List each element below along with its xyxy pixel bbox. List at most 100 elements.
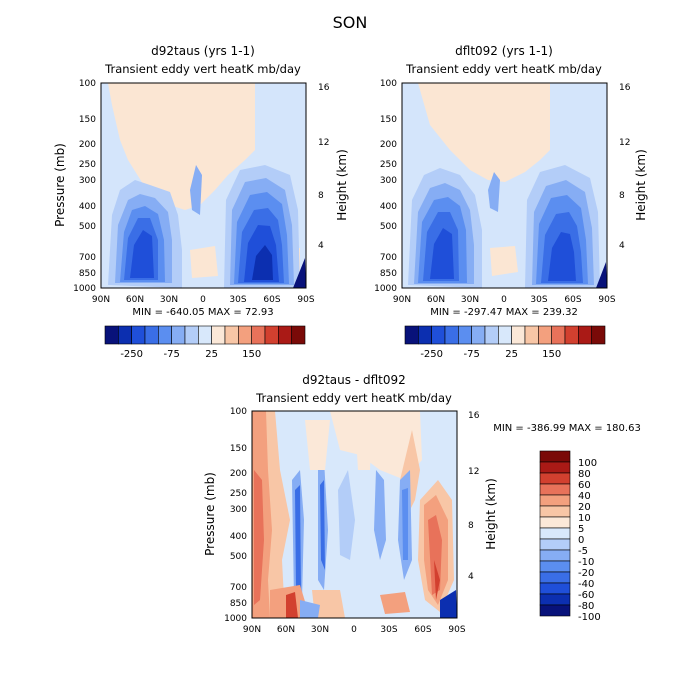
colorbar-3-swatch	[539, 571, 571, 584]
p2-rtick-8: 8	[619, 191, 625, 201]
p1-xtick-30S: 30S	[229, 295, 246, 305]
p1-xtick-0: 0	[200, 295, 206, 305]
p2-ytick-1000: 1000	[374, 284, 397, 294]
p3-xtick-90S: 90S	[448, 625, 465, 635]
colorbar-1-swatch	[118, 325, 132, 345]
p3-xtick-30S: 30S	[380, 625, 397, 635]
figure-title: SON	[333, 13, 368, 32]
p1-ytick-500: 500	[79, 222, 96, 232]
panel-1-title: d92taus (yrs 1-1)	[151, 44, 255, 58]
panel-3-field	[252, 411, 457, 618]
p1-xtick-90S: 90S	[297, 295, 314, 305]
colorbar-2-swatch	[498, 325, 512, 345]
colorbar-3-swatch	[539, 549, 571, 562]
colorbar-2-swatch	[418, 325, 432, 345]
p2-xtick-0: 0	[501, 295, 507, 305]
p2-ytick-200: 200	[380, 140, 397, 150]
p2-ytick-850: 850	[380, 269, 397, 279]
p3-ytick-300: 300	[230, 505, 247, 515]
colorbar-1-label: 25	[205, 349, 218, 360]
colorbar-2-swatch	[404, 325, 419, 345]
panel-2-ylabel2: Height (km)	[634, 149, 648, 220]
panel-3-ylabel2: Height (km)	[484, 478, 498, 549]
colorbar-2-swatch	[431, 325, 446, 345]
p2-ytick-100: 100	[380, 79, 397, 89]
colorbar-3-swatch	[539, 505, 571, 518]
colorbar-2-label: -250	[420, 349, 443, 360]
colorbar-3-swatch	[539, 582, 571, 595]
p1-ytick-850: 850	[79, 269, 96, 279]
panel-2-yticks-right: 16 12 8 4	[619, 83, 631, 251]
p2-xtick-60S: 60S	[564, 295, 581, 305]
colorbar-1-swatch	[131, 325, 146, 345]
colorbar-3-label: 0	[578, 535, 584, 546]
colorbar-2-swatch	[564, 325, 579, 345]
p3-rtick-4: 4	[468, 572, 474, 582]
colorbar-2-swatch	[511, 325, 526, 345]
colorbar-3-swatch	[539, 593, 571, 606]
colorbar-2-swatch	[458, 325, 472, 345]
p2-ytick-700: 700	[380, 253, 397, 263]
panel-1-stats: MIN = -640.05 MAX = 72.93	[132, 307, 273, 318]
colorbar-3-label: -5	[578, 546, 588, 557]
p3-xtick-60N: 60N	[277, 625, 295, 635]
colorbar-3-swatch	[539, 516, 571, 529]
panel-1-yticks: 100 150 200 250 300 400 500 700 850 1000	[73, 79, 96, 294]
p2-rtick-12: 12	[619, 138, 630, 148]
colorbar-2-swatch	[578, 325, 592, 345]
p3-xtick-60S: 60S	[414, 625, 431, 635]
p3-ytick-200: 200	[230, 469, 247, 479]
p3-ytick-400: 400	[230, 532, 247, 542]
panel-3-yticks: 100 150 200 250 300 400 500 700 850 1000	[224, 407, 247, 624]
colorbar-3-label: 100	[578, 458, 597, 469]
colorbar-2-label: 25	[505, 349, 518, 360]
colorbar-2-swatch	[591, 325, 606, 345]
p2-ytick-400: 400	[380, 202, 397, 212]
p1-ytick-400: 400	[79, 202, 96, 212]
p3-xtick-0: 0	[351, 625, 357, 635]
colorbar-3-label: 80	[578, 469, 591, 480]
colorbar-2-swatch	[551, 325, 566, 345]
colorbar-3-swatch	[539, 560, 571, 573]
colorbar-3-swatch	[539, 527, 571, 540]
p1-rtick-16: 16	[318, 83, 330, 93]
colorbar-2-label: 150	[542, 349, 561, 360]
p1-ytick-100: 100	[79, 79, 96, 89]
p1-ytick-1000: 1000	[73, 284, 96, 294]
p3-ytick-1000: 1000	[224, 614, 247, 624]
colorbar-3-swatch	[539, 450, 571, 463]
p3-rtick-8: 8	[468, 521, 474, 531]
colorbar-3-swatch	[539, 494, 571, 507]
p2-ytick-150: 150	[380, 115, 397, 125]
p2-ytick-300: 300	[380, 176, 397, 186]
colorbar-1-label: -75	[163, 349, 179, 360]
panel-1-yticks-right: 16 12 8 4	[318, 83, 330, 251]
panel-2: dflt092 (yrs 1-1) Transient eddy vert he…	[374, 44, 648, 360]
colorbar-1-swatch	[291, 325, 306, 345]
p2-xtick-90S: 90S	[598, 295, 615, 305]
colorbar-1-swatch	[278, 325, 292, 345]
panel-3: d92taus - dflt092 Transient eddy vert he…	[203, 373, 641, 635]
p1-ytick-150: 150	[79, 115, 96, 125]
colorbar-2-swatch	[484, 325, 499, 345]
p3-ytick-100: 100	[230, 407, 247, 417]
colorbar-2-label: -75	[463, 349, 479, 360]
colorbar-3-label: -60	[578, 590, 594, 601]
colorbar-3-label: 20	[578, 502, 591, 513]
p1-xtick-60S: 60S	[263, 295, 280, 305]
p2-ytick-500: 500	[380, 222, 397, 232]
colorbar-1-label: 150	[242, 349, 261, 360]
p1-rtick-8: 8	[318, 191, 324, 201]
panel-1: d92taus (yrs 1-1) Transient eddy vert he…	[53, 44, 349, 360]
colorbar-1-swatch	[158, 325, 172, 345]
p2-xtick-30S: 30S	[530, 295, 547, 305]
p1-ytick-300: 300	[79, 176, 96, 186]
colorbar-3-label: -100	[578, 612, 601, 623]
p3-xtick-30N: 30N	[311, 625, 329, 635]
panel-3-subtitle: Transient eddy vert heatK mb/day	[255, 391, 452, 405]
p2-xtick-30N: 30N	[461, 295, 479, 305]
panel-2-stats: MIN = -297.47 MAX = 239.32	[430, 307, 578, 318]
panel-2-title: dflt092 (yrs 1-1)	[455, 44, 553, 58]
panel-3-ylabel: Pressure (mb)	[203, 472, 217, 556]
